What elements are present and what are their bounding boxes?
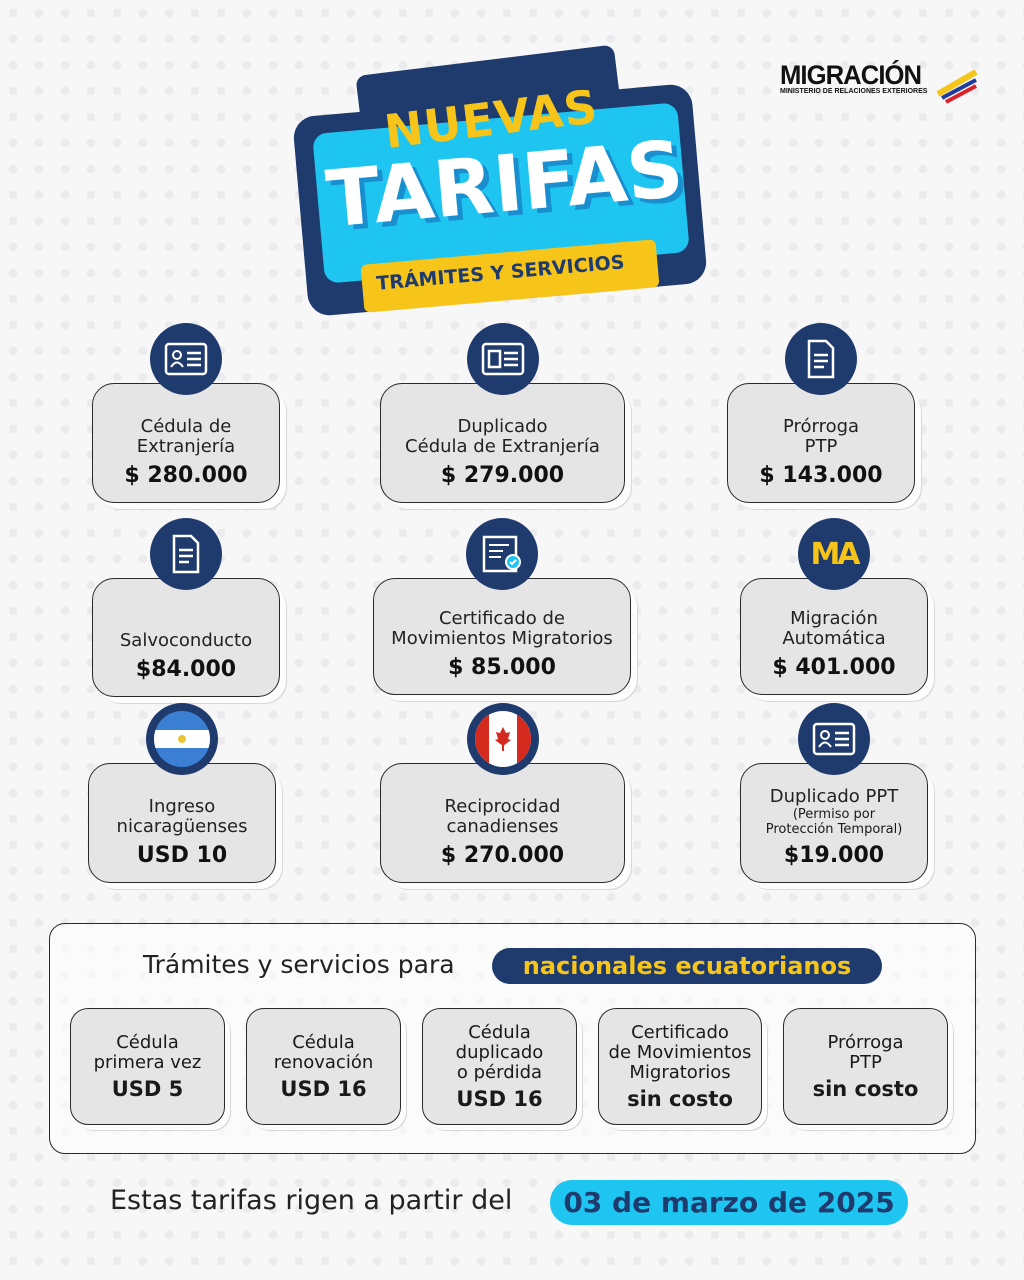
- national-service-price: USD 5: [111, 1076, 184, 1101]
- id-card-icon: [150, 323, 222, 395]
- canada-flag-icon: [466, 703, 539, 775]
- document-icon: [785, 323, 857, 395]
- service-card: Prórroga PTP $ 143.000: [727, 383, 915, 503]
- service-label: Duplicado Cédula de Extranjería: [405, 416, 600, 457]
- service-label: Cédula de Extranjería: [136, 416, 236, 457]
- certificate-icon: [466, 518, 538, 590]
- footer-text: Estas tarifas rigen a partir del: [110, 1185, 513, 1216]
- national-service-price: sin costo: [627, 1086, 733, 1111]
- nicaragua-flag-icon: [146, 703, 218, 775]
- id-card-duplicate-icon: [466, 323, 539, 395]
- national-service-card: Cédula primera vez USD 5: [70, 1008, 225, 1125]
- service-label: Migración Automática: [782, 608, 886, 649]
- service-label: Reciprocidad canadienses: [444, 796, 561, 837]
- national-service-card: Certificado de Movimientos Migratorios si…: [598, 1008, 762, 1125]
- service-sublabel: (Permiso por Protección Temporal): [765, 807, 903, 837]
- service-price: $ 85.000: [448, 655, 556, 680]
- mia-logo-icon: MA: [798, 518, 870, 590]
- service-label: Prórroga PTP: [782, 416, 860, 457]
- nationals-title: Trámites y servicios para: [143, 950, 455, 979]
- service-label: Certificado de Movimientos Migratorios: [391, 608, 613, 649]
- service-price: $ 280.000: [124, 463, 248, 488]
- national-service-price: USD 16: [280, 1076, 367, 1101]
- service-label: Duplicado PPT: [769, 786, 899, 807]
- service-price: $ 270.000: [440, 843, 565, 868]
- national-service-price: USD 16: [456, 1086, 543, 1111]
- national-service-label: Cédula primera vez: [93, 1031, 202, 1073]
- national-service-label: Prórroga PTP: [827, 1031, 904, 1073]
- national-service-card: Cédula renovación USD 16: [246, 1008, 401, 1125]
- nationals-highlight: nacionales ecuatorianos: [492, 948, 882, 984]
- service-card: Certificado de Movimientos Migratorios $ …: [373, 578, 631, 695]
- title-banner: NUEVAS TARIFAS TRÁMITES Y SERVICIOS: [292, 40, 708, 318]
- service-price: $84.000: [135, 657, 237, 682]
- service-card: Reciprocidad canadienses $ 270.000: [380, 763, 625, 883]
- service-price: USD 10: [136, 843, 228, 868]
- national-service-card: Cédula duplicado o pérdida USD 16: [422, 1008, 577, 1125]
- logo-name: MIGRACIÓN: [780, 60, 922, 90]
- service-card: Cédula de Extranjería $ 280.000: [92, 383, 280, 503]
- national-service-label: Cédula renovación: [273, 1031, 374, 1073]
- id-card-icon: [798, 703, 870, 775]
- service-card: Duplicado PPT (Permiso por Protección Tem…: [740, 763, 928, 883]
- service-card: Salvoconducto $84.000: [92, 578, 280, 697]
- service-card: Ingreso nicaragüenses USD 10: [88, 763, 276, 883]
- document-icon: [150, 518, 222, 590]
- service-price: $ 401.000: [772, 655, 896, 680]
- national-service-price: sin costo: [812, 1076, 919, 1101]
- service-price: $ 279.000: [440, 463, 565, 488]
- service-card: Duplicado Cédula de Extranjería $ 279.000: [380, 383, 625, 503]
- service-price: $ 143.000: [759, 463, 883, 488]
- service-label: Salvoconducto: [119, 630, 253, 651]
- national-service-label: Cédula duplicado o pérdida: [455, 1021, 544, 1083]
- logo-subtitle: MINISTERIO DE RELACIONES EXTERIORES: [780, 88, 928, 95]
- colombia-flag-stroke-icon: [936, 69, 978, 104]
- service-price: $19.000: [783, 843, 885, 868]
- national-service-card: Prórroga PTP sin costo: [783, 1008, 948, 1125]
- service-card: Migración Automática $ 401.000: [740, 578, 928, 695]
- national-service-label: Certificado de Movimientos Migratorios: [608, 1021, 752, 1083]
- service-label: Ingreso nicaragüenses: [116, 796, 248, 837]
- migracion-logo: MIGRACIÓN MINISTERIO DE RELACIONES EXTER…: [780, 60, 985, 108]
- effective-date: 03 de marzo de 2025: [550, 1180, 908, 1225]
